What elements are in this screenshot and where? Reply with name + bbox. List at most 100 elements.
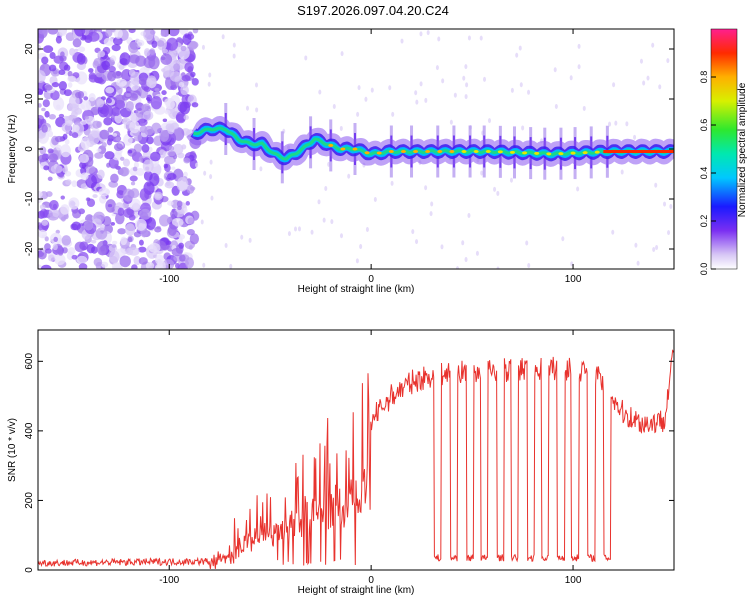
noise-speckle — [119, 255, 131, 268]
spectrogram-x-label: Height of straight line (km) — [298, 284, 415, 295]
faint-speckle — [570, 261, 574, 267]
faint-speckle — [612, 82, 616, 88]
faint-speckle — [633, 134, 637, 140]
spectrogram-y-tick-label: 20 — [24, 43, 35, 55]
faint-speckle — [620, 169, 624, 175]
signal-peak — [485, 150, 491, 153]
noise-speckle — [41, 56, 49, 65]
faint-speckle — [465, 82, 469, 88]
noise-speckle — [160, 30, 166, 37]
signal-peak — [437, 150, 443, 153]
noise-speckle — [58, 113, 65, 118]
noise-speckle — [154, 226, 162, 233]
noise-speckle — [38, 229, 48, 239]
noise-speckle — [74, 48, 79, 53]
noise-speckle — [93, 257, 103, 267]
faint-speckle — [355, 258, 359, 264]
noise-speckle — [56, 144, 62, 151]
faint-speckle — [509, 177, 513, 183]
faint-speckle — [400, 38, 404, 44]
faint-speckle — [414, 90, 418, 96]
faint-speckle — [339, 125, 343, 131]
noise-speckle — [127, 149, 133, 154]
noise-speckle — [148, 242, 161, 253]
faint-speckle — [527, 262, 531, 268]
noise-speckle — [67, 70, 73, 78]
faint-speckle — [200, 219, 204, 225]
noise-speckle — [164, 181, 175, 189]
signal-peak — [376, 151, 382, 155]
noise-speckle — [99, 224, 105, 231]
spectrogram-y-tick-label: -10 — [24, 191, 35, 206]
noise-speckle — [97, 50, 106, 58]
faint-speckle — [324, 185, 328, 191]
faint-speckle — [245, 105, 249, 111]
faint-speckle — [419, 81, 423, 87]
noise-speckle — [162, 118, 168, 122]
noise-speckle — [111, 107, 121, 117]
noise-speckle — [76, 255, 88, 264]
noise-speckle — [65, 32, 75, 41]
faint-speckle — [330, 219, 334, 225]
noise-speckle — [165, 99, 176, 110]
noise-speckle — [88, 72, 96, 80]
noise-speckle — [183, 115, 189, 120]
noise-speckle — [190, 71, 196, 78]
snr-x-tick-label: 0 — [368, 575, 374, 586]
noise-speckle — [41, 124, 48, 133]
noise-speckle — [164, 155, 176, 165]
noise-speckle — [59, 29, 67, 36]
faint-speckle — [347, 173, 351, 179]
noise-speckle — [146, 75, 157, 89]
spectrogram-cells — [38, 29, 674, 269]
noise-speckle — [170, 210, 178, 218]
signal-peak — [400, 150, 406, 153]
noise-speckle — [67, 247, 76, 255]
noise-speckle — [122, 158, 130, 167]
noise-speckle — [158, 214, 170, 227]
faint-speckle — [356, 111, 360, 117]
noise-speckle — [164, 109, 171, 115]
noise-speckle — [138, 257, 148, 265]
noise-speckle — [150, 29, 156, 35]
noise-speckle — [106, 98, 112, 104]
noise-speckle — [78, 153, 90, 164]
noise-speckle — [57, 249, 64, 256]
noise-speckle — [175, 111, 187, 124]
noise-speckle — [183, 171, 188, 178]
faint-speckle — [646, 75, 650, 81]
signal-peak — [328, 143, 334, 147]
noise-speckle — [60, 195, 65, 200]
noise-speckle — [47, 29, 58, 35]
faint-speckle — [493, 186, 497, 192]
noise-speckle — [88, 93, 96, 102]
noise-speckle — [41, 219, 49, 226]
noise-speckle — [141, 104, 148, 112]
noise-speckle — [38, 103, 42, 108]
signal-peak — [340, 147, 346, 151]
noise-speckle — [172, 143, 184, 155]
faint-speckle — [229, 263, 233, 269]
noise-speckle — [146, 94, 153, 102]
signal-peak — [497, 150, 503, 154]
spectrogram-marks — [38, 29, 674, 269]
noise-speckle — [143, 86, 151, 92]
faint-speckle — [317, 199, 321, 205]
faint-speckle — [480, 170, 484, 176]
faint-speckle — [440, 244, 444, 250]
signal-peak — [364, 151, 370, 155]
faint-speckle — [294, 226, 298, 232]
noise-speckle — [132, 166, 138, 172]
noise-speckle — [114, 29, 123, 39]
noise-speckle — [50, 164, 63, 174]
spectrogram-x-tick-label: -100 — [159, 274, 179, 285]
faint-speckle — [652, 247, 656, 253]
faint-speckle — [304, 55, 308, 61]
noise-speckle — [41, 107, 46, 112]
noise-speckle — [115, 136, 121, 142]
noise-speckle — [92, 120, 101, 129]
noise-speckle — [138, 239, 144, 246]
faint-speckle — [207, 81, 211, 87]
noise-speckle — [160, 53, 173, 65]
faint-speckle — [479, 35, 483, 41]
